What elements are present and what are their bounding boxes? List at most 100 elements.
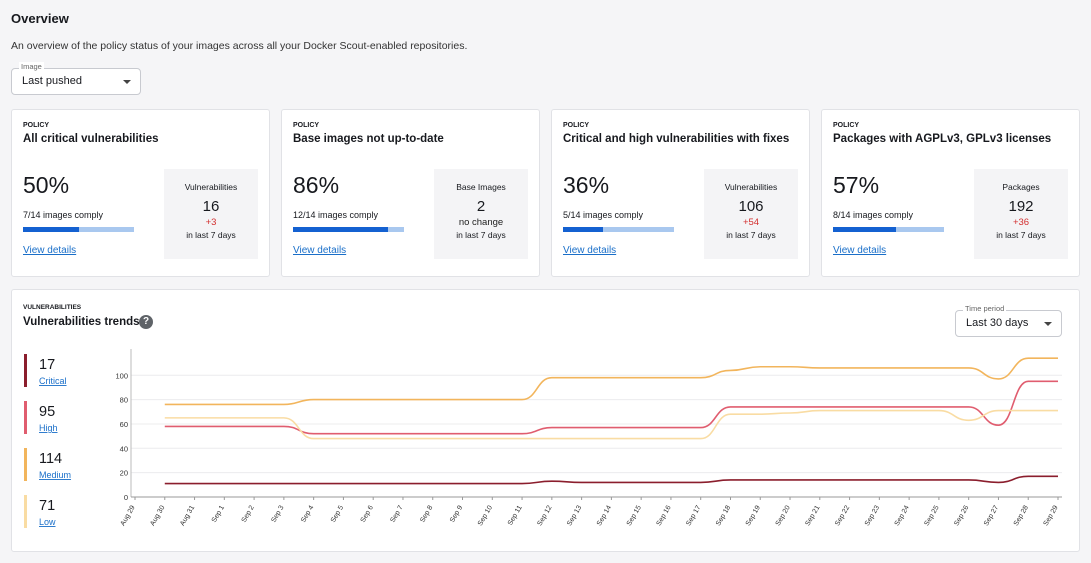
series-line <box>164 357 1058 406</box>
policy-percent: 86% <box>293 172 340 198</box>
policy-percent: 50% <box>23 172 70 198</box>
section-label: VULNERABILITIES <box>23 304 82 311</box>
x-tick-label: Sep 20 <box>775 504 792 527</box>
x-tick-label: Sep 25 <box>923 504 940 527</box>
policy-card: POLICY Critical and high vulnerabilities … <box>551 109 810 277</box>
x-tick-label: Sep 13 <box>566 504 583 527</box>
trends-panel: VULNERABILITIES Vulnerabilities trends ?… <box>11 289 1080 552</box>
x-tick-label: Sep 5 <box>330 504 345 523</box>
x-tick-label: Sep 9 <box>449 504 464 523</box>
series-line <box>164 409 1059 440</box>
policy-card: POLICY Base images not up-to-date 86% 12/14… <box>281 109 540 277</box>
select-value: Last 30 days <box>966 317 1029 329</box>
progress-track <box>23 227 134 232</box>
stat-value: 192 <box>1008 198 1034 215</box>
policy-title: Critical and high vulnerabilities with f… <box>563 133 790 145</box>
legend-link[interactable]: Critical <box>39 376 67 386</box>
x-tick-label: Sep 12 <box>536 504 553 527</box>
period-select[interactable]: Time period Last 30 days <box>955 304 1062 337</box>
help-icon[interactable]: ? <box>139 315 153 329</box>
legend-count: 95 <box>39 404 55 420</box>
stat-box: Packages 192 +36 in last 7 days <box>974 169 1068 259</box>
trend-chart: 0 20 40 60 80 100 Aug 29 Aug 30 Aug 31 Sep 1 Sep 2… <box>24 349 1062 528</box>
progress-track <box>833 227 944 232</box>
stat-period: in last 7 days <box>726 230 776 240</box>
stat-label: Base Images <box>456 182 506 192</box>
policy-title: All critical vulnerabilities <box>23 133 159 145</box>
y-tick-label: 80 <box>120 396 128 405</box>
y-tick-label: 20 <box>120 469 128 478</box>
comply-text: 8/14 images comply <box>833 210 914 220</box>
legend-count: 114 <box>39 451 62 467</box>
view-details-link[interactable]: View details <box>293 245 347 256</box>
legend-swatch <box>24 448 27 481</box>
stat-change: +54 <box>742 217 760 228</box>
page-title: Overview <box>11 11 69 26</box>
policy-label: POLICY <box>23 122 50 129</box>
stat-period: in last 7 days <box>456 230 506 240</box>
policy-percent: 36% <box>563 172 610 198</box>
x-tick-label: Sep 19 <box>745 504 762 527</box>
x-tick-label: Sep 24 <box>894 504 911 527</box>
series-line <box>164 475 1058 485</box>
x-tick-label: Aug 31 <box>179 504 196 527</box>
x-tick-label: Sep 7 <box>389 504 404 523</box>
x-tick-label: Sep 4 <box>300 504 315 523</box>
legend-count: 17 <box>39 357 55 373</box>
policy-card: POLICY Packages with AGPLv3, GPLv3 licens… <box>821 109 1080 277</box>
progress-fill <box>293 227 389 232</box>
x-tick-label: Sep 26 <box>953 504 970 527</box>
view-details-link[interactable]: View details <box>563 245 617 256</box>
x-tick-label: Sep 6 <box>360 504 375 523</box>
stat-period: in last 7 days <box>996 230 1046 240</box>
policy-label: POLICY <box>563 122 590 129</box>
x-tick-label: Sep 14 <box>596 504 613 527</box>
x-tick-label: Sep 16 <box>656 504 673 527</box>
progress-fill <box>23 227 79 232</box>
view-details-link[interactable]: View details <box>23 245 77 256</box>
comply-text: 12/14 images comply <box>293 210 379 220</box>
legend-link[interactable]: Medium <box>39 470 71 480</box>
page-description: An overview of the policy status of your… <box>11 40 468 52</box>
image-select[interactable]: Image Last pushed <box>11 62 141 95</box>
view-details-link[interactable]: View details <box>833 245 887 256</box>
legend-link[interactable]: Low <box>39 517 56 527</box>
x-tick-label: Sep 2 <box>241 504 256 523</box>
x-tick-label: Aug 29 <box>120 504 137 527</box>
x-tick-label: Sep 29 <box>1043 504 1060 527</box>
stat-change: +36 <box>1012 217 1030 228</box>
stat-value: 2 <box>476 198 486 215</box>
stat-box: Base Images 2 no change in last 7 days <box>434 169 528 259</box>
y-tick-label: 60 <box>120 420 128 429</box>
x-tick-label: Sep 28 <box>1013 504 1030 527</box>
x-tick-label: Sep 10 <box>477 504 494 527</box>
x-tick-label: Aug 30 <box>149 504 166 527</box>
stat-label: Vulnerabilities <box>724 182 778 192</box>
comply-text: 5/14 images comply <box>563 210 644 220</box>
select-label: Time period <box>963 304 1007 313</box>
x-tick-label: Sep 1 <box>211 504 226 523</box>
x-tick-label: Sep 21 <box>804 504 821 527</box>
stat-value: 16 <box>202 198 220 215</box>
x-tick-label: Sep 23 <box>864 504 881 527</box>
stat-period: in last 7 days <box>186 230 236 240</box>
stat-value: 106 <box>738 198 764 215</box>
x-tick-label: Sep 27 <box>983 504 1000 527</box>
x-tick-label: Sep 11 <box>507 504 524 526</box>
policy-title: Base images not up-to-date <box>293 133 444 145</box>
legend-link[interactable]: High <box>39 423 58 433</box>
x-tick-label: Sep 17 <box>685 504 702 527</box>
legend-swatch <box>24 495 27 528</box>
stat-change: +3 <box>205 217 217 228</box>
stat-change: no change <box>458 217 504 228</box>
progress-fill <box>833 227 897 232</box>
series-line <box>164 380 1058 435</box>
select-label: Image <box>19 62 44 71</box>
select-value: Last pushed <box>22 75 82 87</box>
progress-fill <box>563 227 603 232</box>
legend-swatch <box>24 354 27 387</box>
stat-box: Vulnerabilities 16 +3 in last 7 days <box>164 169 258 259</box>
x-tick-label: Sep 8 <box>419 504 434 523</box>
policy-percent: 57% <box>833 172 880 198</box>
stat-label: Packages <box>1002 182 1040 192</box>
